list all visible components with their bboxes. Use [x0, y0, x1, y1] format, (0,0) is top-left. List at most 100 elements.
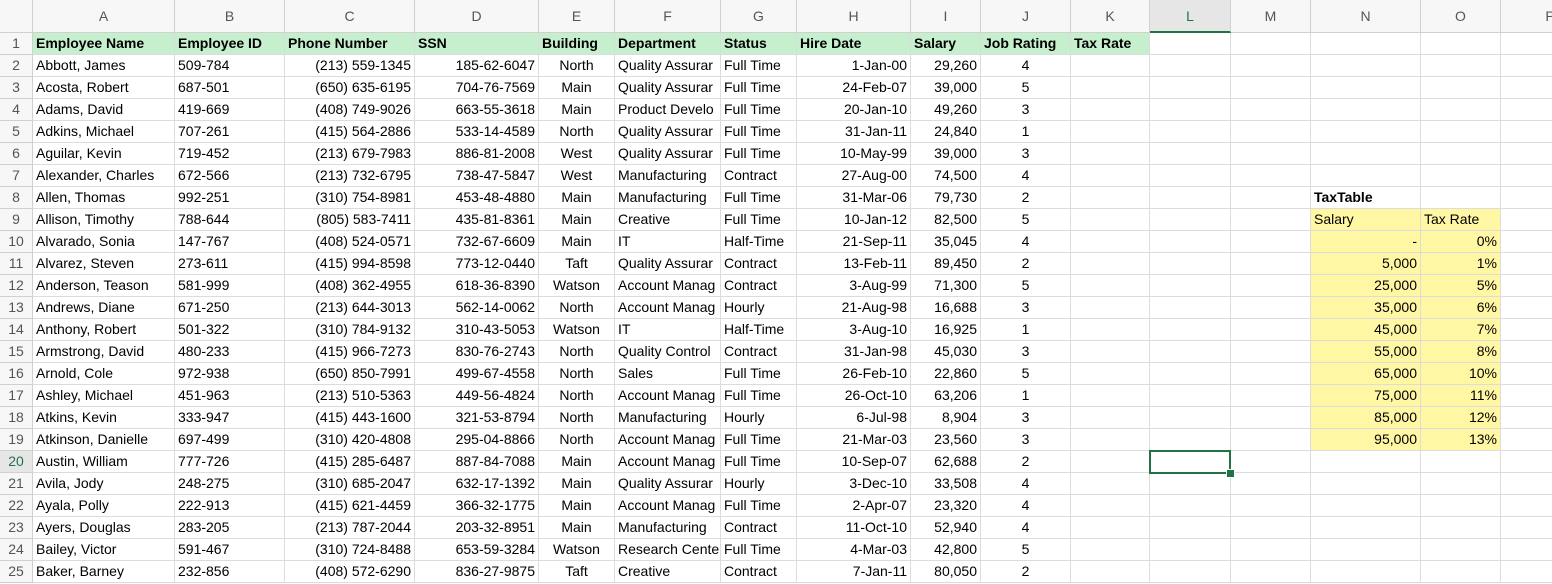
cell[interactable]: Tax Rate [1421, 209, 1501, 231]
cell[interactable]: 653-59-3284 [415, 539, 539, 561]
cell[interactable]: Building [539, 33, 615, 55]
cell[interactable]: 74,500 [911, 165, 981, 187]
cell[interactable]: Watson [539, 319, 615, 341]
cell[interactable]: Job Rating [981, 33, 1071, 55]
cell[interactable]: Abbott, James [33, 55, 175, 77]
cell[interactable]: Hourly [721, 473, 797, 495]
cell[interactable]: North [539, 363, 615, 385]
cell[interactable]: Arnold, Cole [33, 363, 175, 385]
cell[interactable]: 185-62-6047 [415, 55, 539, 77]
cell[interactable]: 2 [981, 451, 1071, 473]
column-header[interactable]: F [615, 0, 721, 33]
cell[interactable]: (310) 754-8981 [285, 187, 415, 209]
column-header[interactable]: O [1421, 0, 1501, 33]
cell[interactable] [1071, 209, 1150, 231]
cell[interactable]: (415) 443-1600 [285, 407, 415, 429]
cell[interactable]: 3 [981, 407, 1071, 429]
cell[interactable]: 992-251 [175, 187, 285, 209]
cell[interactable] [1501, 561, 1552, 583]
cell[interactable]: IT [615, 231, 721, 253]
cell[interactable] [1150, 209, 1231, 231]
cell[interactable]: Full Time [721, 55, 797, 77]
cell[interactable]: Full Time [721, 429, 797, 451]
cell[interactable]: Product Develo [615, 99, 721, 121]
cell[interactable]: Alvarado, Sonia [33, 231, 175, 253]
cell[interactable]: 321-53-8794 [415, 407, 539, 429]
cell[interactable]: 10-Jan-12 [797, 209, 911, 231]
cell[interactable]: Quality Assurar [615, 121, 721, 143]
cell[interactable]: Contract [721, 517, 797, 539]
row-header[interactable]: 10 [0, 231, 33, 253]
cell[interactable] [1150, 187, 1231, 209]
cell[interactable] [1311, 473, 1421, 495]
cell[interactable] [1231, 143, 1311, 165]
cell[interactable]: North [539, 121, 615, 143]
cell[interactable]: 62,688 [911, 451, 981, 473]
cell[interactable]: 65,000 [1311, 363, 1421, 385]
cell[interactable] [1501, 297, 1552, 319]
cell[interactable] [1150, 539, 1231, 561]
cell[interactable] [1311, 495, 1421, 517]
cell[interactable]: 5% [1421, 275, 1501, 297]
cell[interactable]: Quality Assurar [615, 143, 721, 165]
cell[interactable]: 52,940 [911, 517, 981, 539]
cell[interactable]: 203-32-8951 [415, 517, 539, 539]
cell[interactable]: 55,000 [1311, 341, 1421, 363]
cell[interactable]: Andrews, Diane [33, 297, 175, 319]
cell[interactable]: 449-56-4824 [415, 385, 539, 407]
cell[interactable]: 71,300 [911, 275, 981, 297]
cell[interactable]: 310-43-5053 [415, 319, 539, 341]
cell[interactable] [1421, 451, 1501, 473]
cell[interactable]: Department [615, 33, 721, 55]
cell[interactable]: 887-84-7088 [415, 451, 539, 473]
cell[interactable]: (650) 635-6195 [285, 77, 415, 99]
cell[interactable]: 366-32-1775 [415, 495, 539, 517]
cell[interactable]: 283-205 [175, 517, 285, 539]
cell[interactable] [1501, 495, 1552, 517]
cell[interactable]: 3 [981, 297, 1071, 319]
cell[interactable]: Manufacturing [615, 517, 721, 539]
cell[interactable] [1071, 231, 1150, 253]
cell[interactable]: (415) 285-6487 [285, 451, 415, 473]
cell[interactable] [1421, 55, 1501, 77]
cell[interactable]: Avila, Jody [33, 473, 175, 495]
cell[interactable]: Account Manag [615, 429, 721, 451]
row-header[interactable]: 9 [0, 209, 33, 231]
cell[interactable]: Quality Control [615, 341, 721, 363]
cell[interactable]: 147-767 [175, 231, 285, 253]
cell[interactable]: (213) 644-3013 [285, 297, 415, 319]
cell[interactable] [1421, 33, 1501, 55]
cell[interactable]: Watson [539, 275, 615, 297]
cell[interactable] [1501, 319, 1552, 341]
cell[interactable]: 4 [981, 517, 1071, 539]
cell[interactable]: 8,904 [911, 407, 981, 429]
cell[interactable]: 333-947 [175, 407, 285, 429]
cell[interactable]: 453-48-4880 [415, 187, 539, 209]
cell[interactable]: 10-Sep-07 [797, 451, 911, 473]
cell[interactable]: Adams, David [33, 99, 175, 121]
cell[interactable] [1071, 297, 1150, 319]
column-header[interactable]: I [911, 0, 981, 33]
cell[interactable] [1071, 319, 1150, 341]
cell[interactable]: 6-Jul-98 [797, 407, 911, 429]
cell[interactable]: Austin, William [33, 451, 175, 473]
cell[interactable]: 42,800 [911, 539, 981, 561]
cell[interactable] [1231, 495, 1311, 517]
cell[interactable] [1071, 143, 1150, 165]
cell[interactable] [1501, 209, 1552, 231]
cell[interactable] [1071, 473, 1150, 495]
cell[interactable]: Phone Number [285, 33, 415, 55]
cell[interactable]: IT [615, 319, 721, 341]
cell[interactable]: (213) 679-7983 [285, 143, 415, 165]
cell[interactable] [1150, 275, 1231, 297]
cell[interactable] [1231, 539, 1311, 561]
cell[interactable]: 419-669 [175, 99, 285, 121]
cell[interactable]: 562-14-0062 [415, 297, 539, 319]
cell[interactable] [1231, 165, 1311, 187]
cell[interactable]: Taft [539, 561, 615, 583]
cell[interactable]: (805) 583-7411 [285, 209, 415, 231]
row-header[interactable]: 7 [0, 165, 33, 187]
cell[interactable]: Main [539, 517, 615, 539]
cell[interactable]: 2 [981, 253, 1071, 275]
cell[interactable] [1231, 209, 1311, 231]
